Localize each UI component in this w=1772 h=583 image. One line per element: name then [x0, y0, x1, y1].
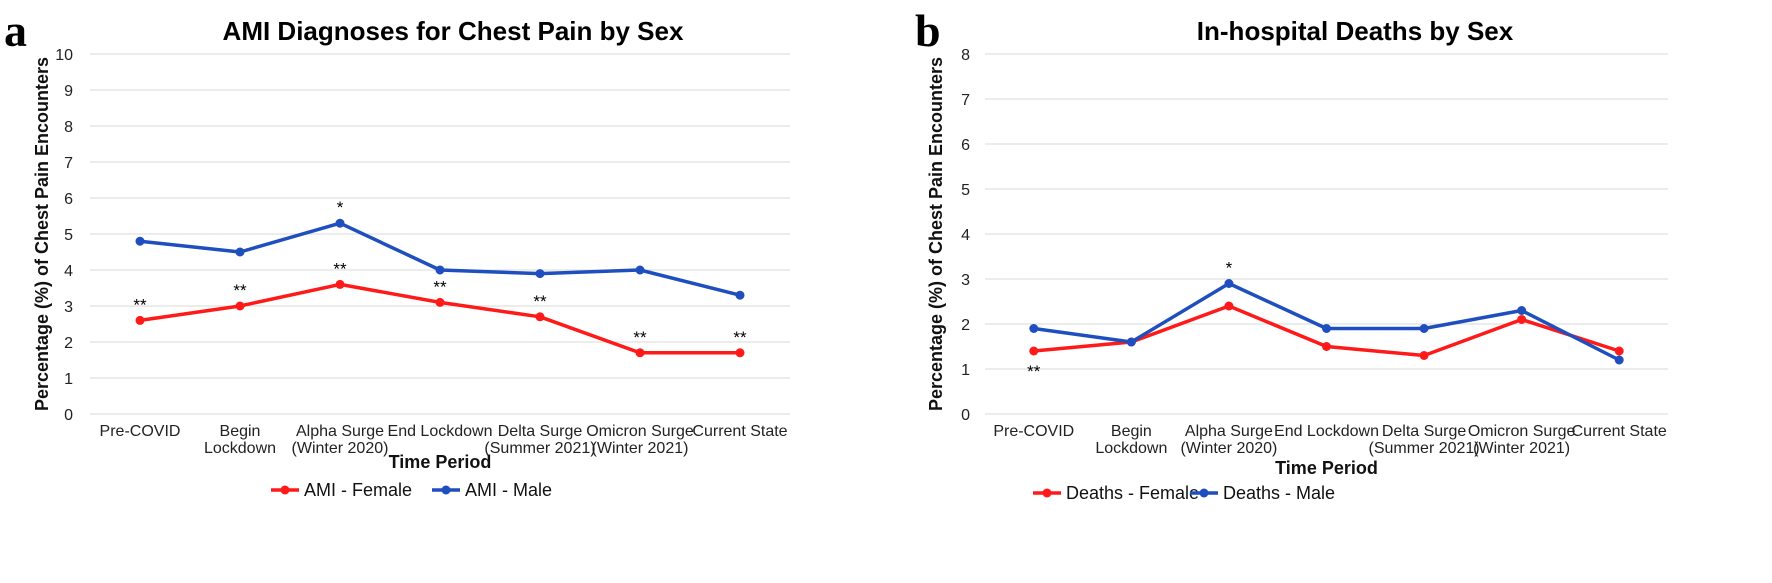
y-tick-label: 4	[961, 227, 970, 244]
x-axis-title: Time Period	[1275, 458, 1378, 478]
data-point-male	[1126, 337, 1136, 347]
legend-point-marker	[441, 485, 451, 495]
x-tick-label: Pre-COVID	[993, 423, 1074, 440]
y-tick-label: 8	[64, 119, 73, 136]
data-point-female	[1614, 346, 1624, 356]
y-tick-label: 0	[961, 407, 970, 424]
y-tick-label: 1	[961, 362, 970, 379]
y-tick-label: 6	[961, 137, 970, 154]
y-tick-label: 3	[64, 299, 73, 316]
legend-label: Deaths - Female	[1066, 483, 1199, 503]
y-tick-label: 7	[64, 155, 73, 172]
data-point-female	[535, 312, 545, 322]
data-point-male	[735, 290, 745, 300]
data-point-female	[235, 301, 245, 311]
legend-point-marker	[280, 485, 290, 495]
data-point-male	[1419, 324, 1429, 333]
data-point-male	[535, 269, 545, 279]
chart-b-svg: b In-hospital Deaths by Sex 0 1 2 3 4 5 6 7 8 Perce…	[915, 5, 1668, 503]
significance-marker: **	[433, 277, 447, 296]
x-tick-label: Lockdown	[1095, 440, 1167, 457]
x-tick-label: (Winter 2021)	[592, 440, 689, 457]
y-tick-label: 9	[64, 83, 73, 100]
y-axis-title: Percentage (%) of Chest Pain Encounters	[926, 57, 946, 411]
y-tick-label: 7	[961, 92, 970, 109]
data-point-male	[635, 265, 645, 275]
data-point-male	[335, 218, 345, 228]
y-tick-label: 10	[55, 47, 73, 64]
significance-marker: **	[533, 292, 547, 311]
y-tick-label: 2	[64, 335, 73, 352]
data-point-male	[435, 265, 445, 275]
x-tick-label: Delta Surge	[1382, 423, 1467, 440]
data-point-female	[1224, 301, 1234, 311]
panel-label: b	[915, 5, 941, 56]
data-point-female	[1322, 342, 1331, 351]
chart-panel-b: b In-hospital Deaths by Sex 0 1 2 3 4 5 6 7 8 Perce…	[900, 0, 1772, 583]
significance-marker: **	[333, 259, 347, 278]
x-tick-label: Current State	[692, 423, 787, 440]
x-tick-label: Delta Surge	[498, 423, 583, 440]
data-point-male	[1517, 306, 1527, 315]
data-point-male	[235, 247, 245, 257]
legend-point-marker	[1199, 488, 1209, 498]
legend-point-marker	[1042, 488, 1052, 498]
x-tick-label: Current State	[1572, 423, 1667, 440]
x-tick-label: Lockdown	[204, 440, 276, 457]
significance-marker: **	[233, 281, 247, 300]
y-tick-label: 8	[961, 47, 970, 64]
x-tick-label: End Lockdown	[388, 423, 493, 440]
x-tick-label: (Winter 2020)	[1180, 440, 1277, 457]
x-tick-label: (Summer 2021)	[1368, 440, 1479, 457]
data-point-female	[435, 297, 445, 307]
y-tick-label: 2	[961, 317, 970, 334]
x-tick-label: Alpha Surge	[1185, 423, 1273, 440]
chart-a-svg: a AMI Diagnoses for Chest Pain by Sex 0 1 2 3…	[4, 5, 790, 500]
y-tick-label: 4	[64, 263, 73, 280]
data-point-male	[1322, 324, 1331, 333]
x-tick-label: Begin	[1111, 423, 1152, 440]
significance-marker: *	[1226, 259, 1233, 278]
significance-marker: **	[133, 295, 147, 314]
chart-title: In-hospital Deaths by Sex	[1197, 16, 1514, 46]
x-tick-label: (Winter 2020)	[292, 440, 389, 457]
chart-panel-a: a AMI Diagnoses for Chest Pain by Sex 0 1 2 3…	[4, 5, 790, 500]
legend-label: AMI - Male	[465, 480, 552, 500]
y-tick-label: 3	[961, 272, 970, 289]
significance-marker: **	[633, 328, 647, 347]
y-tick-label: 1	[64, 371, 73, 388]
legend-label: Deaths - Male	[1223, 483, 1335, 503]
data-point-male	[1224, 279, 1234, 288]
data-point-female	[1517, 315, 1527, 324]
y-tick-label: 6	[64, 191, 73, 208]
y-tick-label: 5	[961, 182, 970, 199]
x-tick-label: Omicron Surge	[1468, 423, 1576, 440]
chart-title: AMI Diagnoses for Chest Pain by Sex	[223, 16, 684, 46]
x-axis-title: Time Period	[389, 452, 492, 472]
legend-label: AMI - Female	[304, 480, 412, 500]
significance-marker: **	[1027, 362, 1041, 381]
data-point-male	[1614, 355, 1624, 365]
panel-label: a	[4, 5, 27, 56]
data-point-female	[1419, 351, 1429, 360]
data-point-female	[735, 348, 745, 358]
data-point-male	[1029, 324, 1039, 333]
y-tick-label: 0	[64, 407, 73, 424]
significance-marker: *	[337, 198, 344, 217]
significance-marker: **	[733, 328, 747, 347]
x-tick-label: End Lockdown	[1274, 423, 1379, 440]
y-tick-label: 5	[64, 227, 73, 244]
x-tick-label: Alpha Surge	[296, 423, 384, 440]
data-point-female	[335, 279, 345, 289]
data-point-male	[135, 236, 145, 246]
data-point-female	[635, 348, 645, 358]
data-point-female	[135, 315, 145, 325]
x-tick-label: Pre-COVID	[100, 423, 181, 440]
data-point-female	[1029, 346, 1039, 356]
x-tick-label: Omicron Surge	[586, 423, 694, 440]
y-axis-title: Percentage (%) of Chest Pain Encounters	[32, 57, 52, 411]
x-tick-label: (Winter 2021)	[1473, 440, 1570, 457]
x-tick-label: Begin	[220, 423, 261, 440]
x-tick-label: (Summer 2021)	[484, 440, 595, 457]
